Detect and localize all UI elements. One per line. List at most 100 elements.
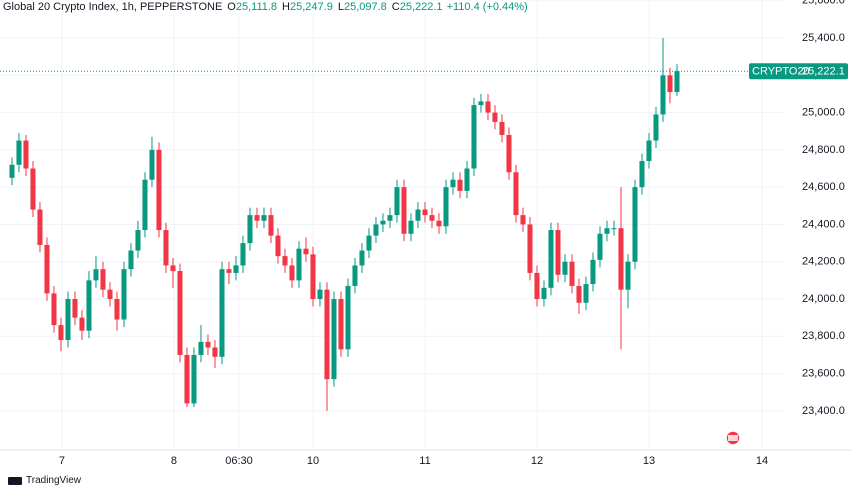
candle-body: [429, 215, 435, 221]
candle-body: [184, 354, 190, 404]
ohlc-key: O: [227, 1, 236, 13]
candle-body: [527, 224, 533, 273]
candle-body: [436, 220, 442, 227]
x-tick-label: 7: [59, 455, 65, 467]
last-price-label: 25,222.1: [802, 66, 845, 78]
ohlc-value: 25,247.9: [290, 1, 333, 13]
candle-body: [534, 272, 540, 300]
grid: [0, 0, 785, 450]
candle-body: [520, 215, 526, 225]
candle-body: [415, 209, 421, 221]
ohlc-value: 25,111.8: [235, 1, 278, 13]
candle-body: [72, 299, 78, 318]
candle-body: [422, 209, 428, 216]
candle-body: [303, 248, 309, 255]
candle-body: [331, 299, 337, 380]
candle-body: [576, 285, 582, 303]
candle-body: [156, 149, 162, 231]
candle-body: [289, 265, 295, 281]
candle-body: [506, 134, 512, 173]
candle-body: [548, 230, 554, 288]
candle-body: [9, 164, 15, 178]
candle-body: [212, 347, 218, 357]
candle-body: [660, 75, 666, 115]
y-tick-label: 24,000.0: [802, 293, 845, 305]
y-tick-label: 24,800.0: [802, 144, 845, 156]
candle-body: [163, 230, 169, 266]
candle-body: [100, 269, 106, 290]
candle-body: [149, 149, 155, 180]
candle-body: [51, 293, 57, 326]
candle-body: [65, 299, 71, 341]
ohlc-key: H: [282, 1, 290, 13]
x-tick-label: 14: [756, 455, 768, 467]
brand-logo: [8, 476, 22, 485]
candle-body: [464, 168, 470, 191]
candle-body: [485, 101, 491, 113]
candle-body: [324, 289, 330, 380]
candle-body: [443, 187, 449, 227]
candle-body: [478, 101, 484, 106]
ohlc-value: 25,097.8: [343, 1, 387, 13]
candle-body: [268, 215, 274, 236]
candle-body: [261, 215, 267, 221]
candle-body: [275, 235, 281, 257]
candle-body: [513, 172, 519, 216]
candle-body: [282, 256, 288, 266]
x-tick-label: 8: [171, 455, 177, 467]
candle-body: [338, 299, 344, 350]
candle-body: [205, 341, 211, 348]
candle-body: [135, 230, 141, 251]
brand: TradingView: [8, 475, 81, 486]
price-change: +110.4 (+0.44%): [446, 1, 528, 13]
candle-body: [380, 220, 386, 225]
candle-body: [401, 187, 407, 234]
candle-body: [499, 121, 505, 135]
symbol-tag: CRYPTO20: [752, 66, 810, 78]
y-tick-label: 24,400.0: [802, 218, 845, 230]
symbol-legend: Global 20 Crypto Index, 1h, PEPPERSTONE O…: [3, 0, 528, 14]
candle-body: [37, 209, 43, 245]
candle-body: [345, 285, 351, 350]
candle-body: [625, 261, 631, 290]
candle-body: [366, 235, 372, 251]
candle-body: [121, 269, 127, 320]
axes: 23,400.0 23,600.0 23,800.0 24,000.0 24,200.0…: [0, 0, 848, 467]
symbol-title: Global 20 Crypto Index, 1h, PEPPERSTONE: [3, 1, 223, 13]
candle-body: [492, 112, 498, 122]
candle-body: [128, 250, 134, 270]
x-tick-label: 06:30: [225, 455, 253, 467]
candle-body: [86, 280, 92, 331]
candle-body: [632, 187, 638, 262]
candle-body: [541, 287, 547, 300]
candle-body: [247, 215, 253, 244]
candle-body: [394, 187, 400, 216]
candle-body: [317, 289, 323, 300]
candle-body: [562, 261, 568, 275]
candle-body: [373, 224, 379, 236]
candle-body: [23, 140, 29, 169]
candle-body: [296, 248, 302, 281]
candle-body: [310, 254, 316, 300]
candle-body: [359, 250, 365, 266]
candle-body: [569, 261, 575, 286]
y-tick-label: 24,600.0: [802, 181, 845, 193]
candle-body: [170, 265, 176, 272]
candle-body: [646, 140, 652, 162]
candle-body: [387, 215, 393, 221]
ohlc-value: 25,222.1: [399, 1, 443, 13]
y-tick-label: 25,000.0: [802, 106, 845, 118]
candle-body: [618, 228, 624, 290]
x-tick-label: 10: [307, 455, 319, 467]
candle-body: [674, 71, 680, 93]
candles: [9, 38, 680, 411]
candle-body: [408, 220, 414, 234]
y-tick-label: 23,800.0: [802, 330, 845, 342]
candle-body: [114, 299, 120, 320]
candle-body: [583, 284, 589, 303]
event-flag: [725, 430, 741, 446]
candle-body: [639, 161, 645, 188]
candle-body: [107, 289, 113, 300]
candle-body: [450, 179, 456, 188]
